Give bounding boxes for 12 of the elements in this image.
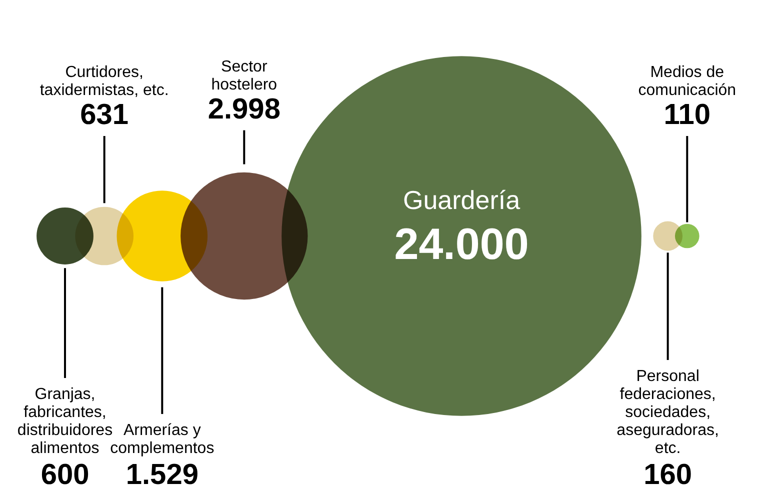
data-label: 1.529 <box>126 459 198 491</box>
category-label: Sector hostelero <box>211 58 278 94</box>
category-label: Personal federaciones, sociedades, aseguradoras, etc. <box>616 368 719 457</box>
category-label: Medios de comunicación <box>638 64 736 99</box>
data-label: 160 <box>644 459 692 491</box>
data-label: 2.998 <box>208 93 280 126</box>
data-label: 600 <box>40 459 90 491</box>
category-label: Curtidores, taxidermistas, etc. <box>40 64 169 99</box>
category-label: Guardería <box>402 185 521 215</box>
data-label: 110 <box>664 99 711 131</box>
data-label: 631 <box>80 99 129 131</box>
data-label: 24.000 <box>394 220 529 269</box>
